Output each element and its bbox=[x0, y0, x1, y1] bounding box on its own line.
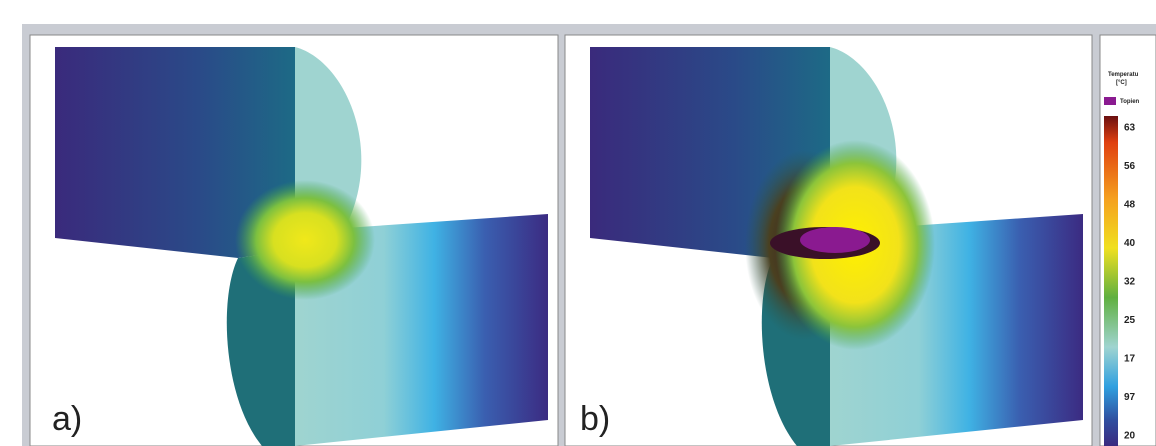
colorbar-tick-label: 25 bbox=[1124, 315, 1136, 326]
colorbar-tick-label: 17 bbox=[1124, 354, 1136, 365]
panel-label: b) bbox=[580, 400, 610, 438]
colorbar bbox=[1104, 116, 1118, 446]
colorbar-tick-label: 48 bbox=[1124, 200, 1136, 211]
legend-swatch bbox=[1104, 97, 1116, 105]
page: {"panels": [{"label": "a)"}, {"label": "… bbox=[0, 0, 1156, 446]
colorbar-tick-label: 56 bbox=[1124, 161, 1136, 172]
legend-title: Temperatu bbox=[1108, 72, 1139, 78]
colorbar-tick-label: 40 bbox=[1124, 238, 1136, 249]
colorbar-tick-label: 32 bbox=[1124, 277, 1136, 288]
colorbar-tick-label: 20 bbox=[1124, 431, 1136, 442]
figure: a) b) Temperatu [°C] Topien 63 56 48 40 32 25… bbox=[0, 0, 1156, 446]
legend-unit: [°C] bbox=[1116, 80, 1127, 86]
colorbar-ticks: 63 56 48 40 32 25 17 97 20 bbox=[1124, 123, 1136, 442]
colorbar-tick-label: 97 bbox=[1124, 392, 1136, 403]
legend-entry: Topien bbox=[1120, 99, 1140, 105]
colorbar-tick-label: 63 bbox=[1124, 123, 1136, 134]
panel-label: a) bbox=[52, 400, 82, 438]
